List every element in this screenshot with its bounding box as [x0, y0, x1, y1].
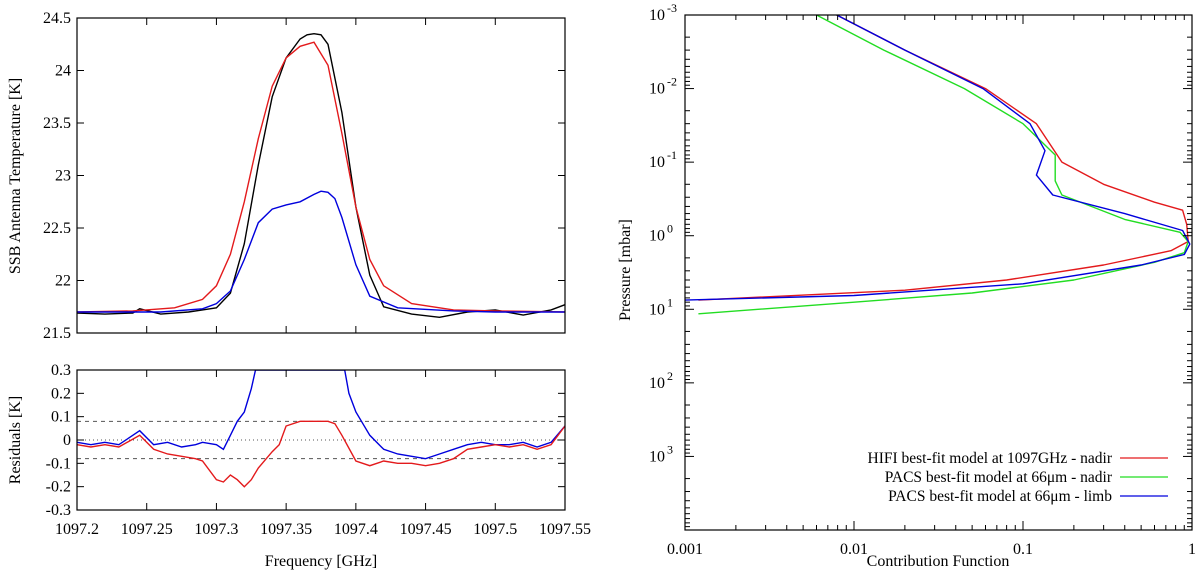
contribution-frame [684, 14, 1193, 531]
residual-ytick-label: -0.3 [46, 502, 71, 519]
pressure-tick-label: 10 [649, 154, 665, 171]
residual-line-blue [77, 370, 565, 460]
residual-series [77, 370, 565, 488]
contribution-xlabel: Contribution Function [867, 553, 1010, 570]
spectrum-ytick-label: 22 [55, 273, 71, 290]
spectrum-frame [76, 17, 566, 334]
pressure-ylabel: Pressure [mbar] [617, 219, 634, 321]
residual-ytick-label: 0 [63, 432, 71, 449]
contribution-tick-label: 0.001 [667, 541, 703, 558]
pressure-tick-exponent: 3 [667, 442, 673, 456]
residual-ytick-label: 0.2 [51, 385, 71, 402]
spectrum-line-red [76, 41, 566, 313]
residual-ytick-label: -0.2 [46, 479, 71, 496]
spectrum-ylabel: SSB Antenna Temperature [K] [7, 78, 24, 274]
spectrum-ytick-label: 22.5 [43, 220, 71, 237]
pressure-tick-exponent: -2 [667, 75, 677, 89]
pressure-tick-exponent: 2 [667, 369, 673, 383]
spectrum-ytick-label: 23 [55, 168, 71, 185]
frequency-tick-label: 1097.25 [121, 521, 173, 538]
residual-ytick-label: 0.1 [51, 409, 71, 426]
pressure-tick-label: 10 [649, 81, 665, 98]
frequency-tick-label: 1097.3 [194, 521, 238, 538]
spectrum-ytick-label: 21.5 [43, 325, 71, 342]
pressure-tick-label: 10 [649, 301, 665, 318]
pressure-tick-label: 10 [649, 7, 665, 24]
frequency-tick-label: 1097.45 [400, 521, 452, 538]
legend-entry-pacs-limb: PACS best-fit model at 66μm - limb [888, 488, 1112, 505]
residual-ytick-label: -0.1 [46, 455, 71, 472]
legend: HIFI best-fit model at 1097GHz - nadir P… [868, 450, 1168, 505]
frequency-tick-label: 1097.55 [539, 521, 591, 538]
residual-line-red [77, 420, 565, 488]
legend-entry-pacs-nadir: PACS best-fit model at 66μm - nadir [885, 469, 1113, 486]
frequency-tick-label: 1097.35 [260, 521, 312, 538]
contribution-tick-label: 0.01 [840, 541, 868, 558]
frequency-tick-label: 1097.4 [334, 521, 378, 538]
residual-ytick-label: 0.3 [51, 362, 71, 379]
spectrum-panel: 21.5 22 22.5 23 23.5 24 24.5 SSB Antenna Tempe… [7, 10, 566, 342]
spectrum-line-black [76, 32, 566, 319]
spectrum-ticks: 21.5 22 22.5 23 23.5 24 24.5 [43, 10, 566, 342]
contribution-tick-label: 0.1 [1013, 541, 1033, 558]
pressure-tick-label: 10 [649, 448, 665, 465]
legend-entry-hifi: HIFI best-fit model at 1097GHz - nadir [868, 450, 1113, 467]
pressure-tick-exponent: -3 [667, 1, 677, 15]
frequency-tick-label: 1097.5 [473, 521, 517, 538]
pressure-tick-exponent: -1 [667, 148, 677, 162]
contribution-tick-label: 1 [1188, 541, 1196, 558]
pressure-tick-exponent: 1 [667, 295, 673, 309]
spectrum-line-blue [77, 190, 565, 313]
spectrum-series [76, 32, 566, 319]
residual-ticks: -0.3 -0.2 -0.1 0 0.1 0.2 0.3 1097.2 1097.25 1097.… [46, 362, 591, 538]
spectrum-ytick-label: 24.5 [43, 10, 71, 27]
contribution-line-red [698, 15, 1189, 301]
pressure-tick-exponent: 0 [667, 222, 673, 236]
residuals-panel: -0.3 -0.2 -0.1 0 0.1 0.2 0.3 1097.2 1097.25 1097.… [7, 362, 591, 570]
residuals-frame [76, 369, 566, 511]
residuals-ylabel: Residuals [K] [7, 396, 24, 484]
spectrum-ytick-label: 23.5 [43, 115, 71, 132]
spectrum-ytick-label: 24 [55, 63, 71, 80]
contribution-line-blue [685, 15, 1191, 301]
contribution-line-green [698, 15, 1189, 315]
pressure-tick-label: 10 [649, 228, 665, 245]
frequency-xlabel: Frequency [GHz] [265, 553, 377, 570]
pressure-tick-label: 10 [649, 375, 665, 392]
frequency-tick-label: 1097.2 [55, 521, 99, 538]
contribution-series [685, 15, 1191, 315]
